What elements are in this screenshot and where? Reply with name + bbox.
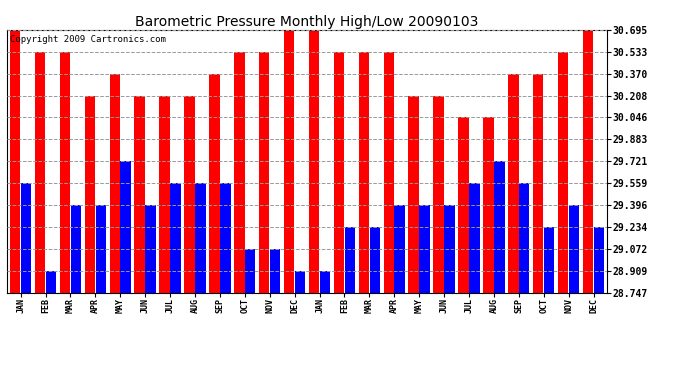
Bar	[96, 205, 106, 292]
Bar	[519, 183, 529, 292]
Bar	[46, 271, 56, 292]
Bar	[370, 227, 380, 292]
Bar	[21, 183, 31, 292]
Bar	[408, 96, 419, 292]
Bar	[34, 52, 46, 292]
Bar	[544, 227, 554, 292]
Bar	[220, 183, 230, 292]
Bar	[395, 205, 405, 292]
Bar	[558, 52, 569, 292]
Title: Barometric Pressure Monthly High/Low 20090103: Barometric Pressure Monthly High/Low 200…	[135, 15, 479, 29]
Bar	[10, 30, 20, 292]
Bar	[270, 249, 280, 292]
Bar	[245, 249, 255, 292]
Bar	[345, 227, 355, 292]
Bar	[295, 271, 305, 292]
Bar	[209, 74, 219, 292]
Bar	[483, 117, 493, 292]
Bar	[384, 52, 394, 292]
Bar	[583, 30, 593, 292]
Bar	[469, 183, 480, 292]
Bar	[284, 30, 295, 292]
Bar	[170, 183, 181, 292]
Bar	[569, 205, 580, 292]
Bar	[309, 30, 319, 292]
Bar	[533, 74, 544, 292]
Bar	[508, 74, 518, 292]
Bar	[458, 117, 469, 292]
Bar	[159, 96, 170, 292]
Bar	[184, 96, 195, 292]
Bar	[60, 52, 70, 292]
Bar	[195, 183, 206, 292]
Bar	[121, 161, 131, 292]
Bar	[85, 96, 95, 292]
Bar	[594, 227, 604, 292]
Bar	[444, 205, 455, 292]
Bar	[234, 52, 244, 292]
Bar	[146, 205, 156, 292]
Bar	[70, 205, 81, 292]
Bar	[359, 52, 369, 292]
Bar	[334, 52, 344, 292]
Bar	[259, 52, 269, 292]
Bar	[110, 74, 120, 292]
Bar	[433, 96, 444, 292]
Bar	[319, 271, 331, 292]
Text: Copyright 2009 Cartronics.com: Copyright 2009 Cartronics.com	[10, 35, 166, 44]
Bar	[420, 205, 430, 292]
Bar	[135, 96, 145, 292]
Bar	[494, 161, 504, 292]
